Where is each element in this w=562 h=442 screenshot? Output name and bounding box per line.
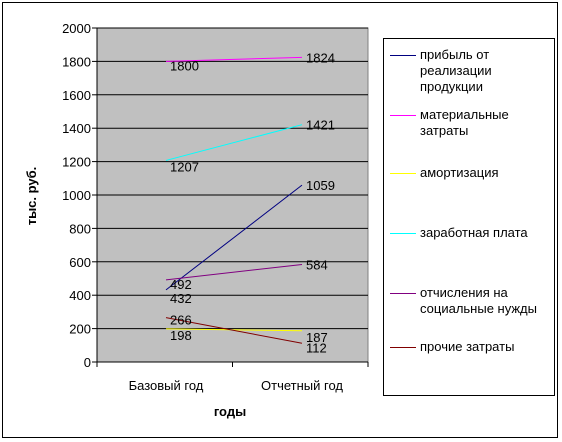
data-label: 1421 xyxy=(306,118,335,133)
legend-swatch xyxy=(390,55,416,56)
data-label: 492 xyxy=(170,277,192,292)
data-label: 1059 xyxy=(306,178,335,193)
data-label: 1207 xyxy=(170,159,199,174)
data-label: 266 xyxy=(170,313,192,328)
y-tick-label: 2000 xyxy=(62,21,91,36)
legend-label: прочие затраты xyxy=(420,339,515,354)
data-label: 198 xyxy=(170,328,192,343)
legend-label: отчисления на социальные нужды xyxy=(420,285,537,316)
data-label: 432 xyxy=(170,291,192,306)
y-tick-label: 400 xyxy=(69,288,91,303)
data-label: 1800 xyxy=(170,58,199,73)
legend-swatch xyxy=(390,233,416,234)
y-tick-label: 1000 xyxy=(62,188,91,203)
x-tick-label: Базовый год xyxy=(129,378,204,393)
y-tick-label: 1400 xyxy=(62,121,91,136)
legend-label: амортизация xyxy=(420,165,499,180)
series-line xyxy=(165,263,303,281)
legend: прибыль от реализации продукции материаль… xyxy=(383,38,555,396)
series-line xyxy=(165,56,303,62)
legend-label: материальные затраты xyxy=(420,107,509,138)
y-tick-label: 1200 xyxy=(62,155,91,170)
legend-label: заработная плата xyxy=(420,225,528,240)
data-label: 187 xyxy=(306,330,328,345)
series-line xyxy=(165,124,303,161)
y-tick-label: 200 xyxy=(69,322,91,337)
data-label: 112 xyxy=(306,340,327,355)
plot-area xyxy=(96,27,369,363)
series-line xyxy=(165,328,303,332)
y-tick-label: 800 xyxy=(69,221,91,236)
legend-swatch xyxy=(390,115,416,116)
x-axis: Базовый год Отчетный год xyxy=(96,362,369,393)
legend-swatch xyxy=(390,293,416,294)
legend-swatch xyxy=(390,347,416,348)
series-line xyxy=(165,317,303,344)
y-tick-label: 1600 xyxy=(62,88,91,103)
data-labels: 432 1059 1800 1824 198 187 1207 1421 492 584 266 11… xyxy=(170,50,335,355)
y-tick-label: 0 xyxy=(84,355,91,370)
y-tick-label: 1800 xyxy=(62,54,91,69)
y-axis: 0 200 400 600 800 1000 1200 1400 1600 1800 2000 xyxy=(62,21,368,370)
x-tick-label: Отчетный год xyxy=(261,378,343,393)
data-label: 1824 xyxy=(306,50,335,65)
series-line xyxy=(165,184,303,291)
legend-swatch xyxy=(390,173,416,174)
series-lines xyxy=(165,56,303,344)
y-axis-title: тыс. руб. xyxy=(24,167,39,226)
x-axis-title: годы xyxy=(214,404,246,419)
data-label: 584 xyxy=(306,257,328,272)
y-tick-label: 600 xyxy=(69,255,91,270)
legend-label: прибыль от реализации продукции xyxy=(420,47,492,94)
